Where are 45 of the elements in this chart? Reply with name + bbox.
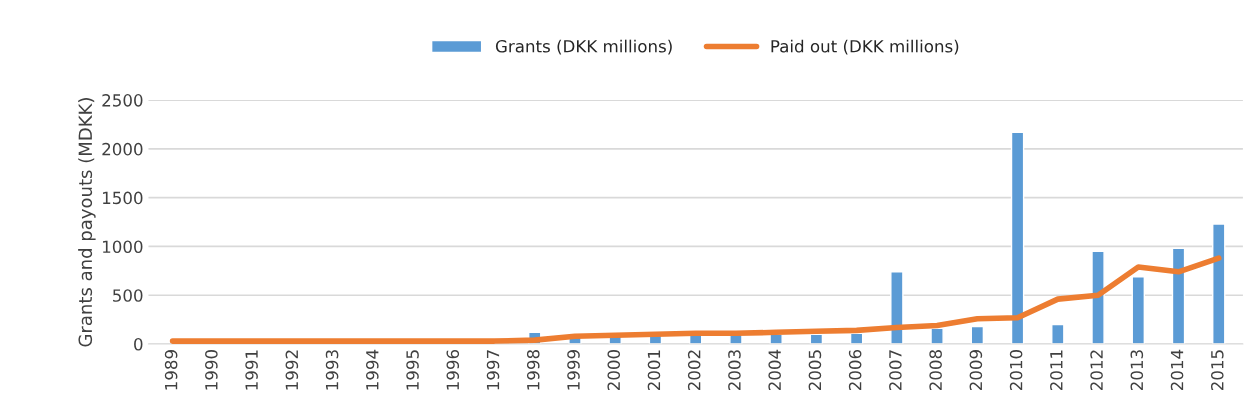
bar: [1212, 223, 1226, 345]
bar: [1171, 247, 1186, 345]
y-tick-label: 1500: [103, 191, 143, 205]
x-tick-label: 2015: [1210, 350, 1224, 391]
x-tick-label: 1993: [325, 350, 339, 390]
x-tick-label: 2001: [647, 350, 661, 391]
x-tick-label: 1989: [164, 350, 178, 390]
x-tick-label: 2014: [1170, 349, 1184, 391]
x-tick-label: 2008: [929, 350, 942, 391]
x-tick-label: 1992: [285, 350, 299, 390]
bar: [930, 327, 944, 345]
bar: [970, 325, 985, 345]
x-tick-label: 2009: [969, 350, 983, 391]
x-tick-label: 1997: [486, 350, 500, 390]
bar: [1131, 276, 1146, 345]
y-tick-label: 1000: [103, 240, 143, 254]
x-tick-label: 2013: [1130, 350, 1144, 391]
y-tick-label: 2500: [102, 94, 143, 107]
bar: [890, 271, 904, 345]
legend-label: Paid out (DKK millions): [771, 39, 959, 55]
x-tick-label: 2003: [728, 350, 741, 391]
y-tick-label: 0: [134, 337, 143, 351]
x-tick-label: 2004: [768, 349, 781, 391]
x-tick-label: 1999: [567, 350, 580, 390]
x-tick-label: 2012: [1090, 350, 1103, 391]
legend-label: Grants (DKK millions): [495, 39, 672, 55]
y-tick-label: 2000: [102, 142, 143, 156]
x-tick-label: 1996: [446, 349, 460, 390]
bar: [1010, 131, 1025, 345]
x-tick-label: 1995: [406, 350, 419, 390]
x-tick-label: 1991: [245, 350, 258, 390]
y-tick-label: 500: [113, 289, 143, 302]
x-tick-label: 2006: [848, 349, 862, 391]
x-tick-label: 2007: [889, 350, 902, 391]
x-tick-label: 1998: [526, 350, 540, 390]
x-tick-label: 1994: [366, 349, 379, 390]
x-tick-label: 2002: [687, 350, 701, 391]
y-axis-title: Grants and payouts (MDKK): [78, 98, 96, 347]
x-tick-label: 2005: [808, 350, 822, 391]
bar: [1051, 323, 1065, 345]
x-tick-label: 2000: [607, 349, 621, 391]
x-tick-label: 2010: [1009, 349, 1023, 391]
bar: [1091, 250, 1105, 345]
x-tick-label: 2011: [1050, 350, 1063, 391]
x-tick-label: 1990: [205, 349, 218, 390]
